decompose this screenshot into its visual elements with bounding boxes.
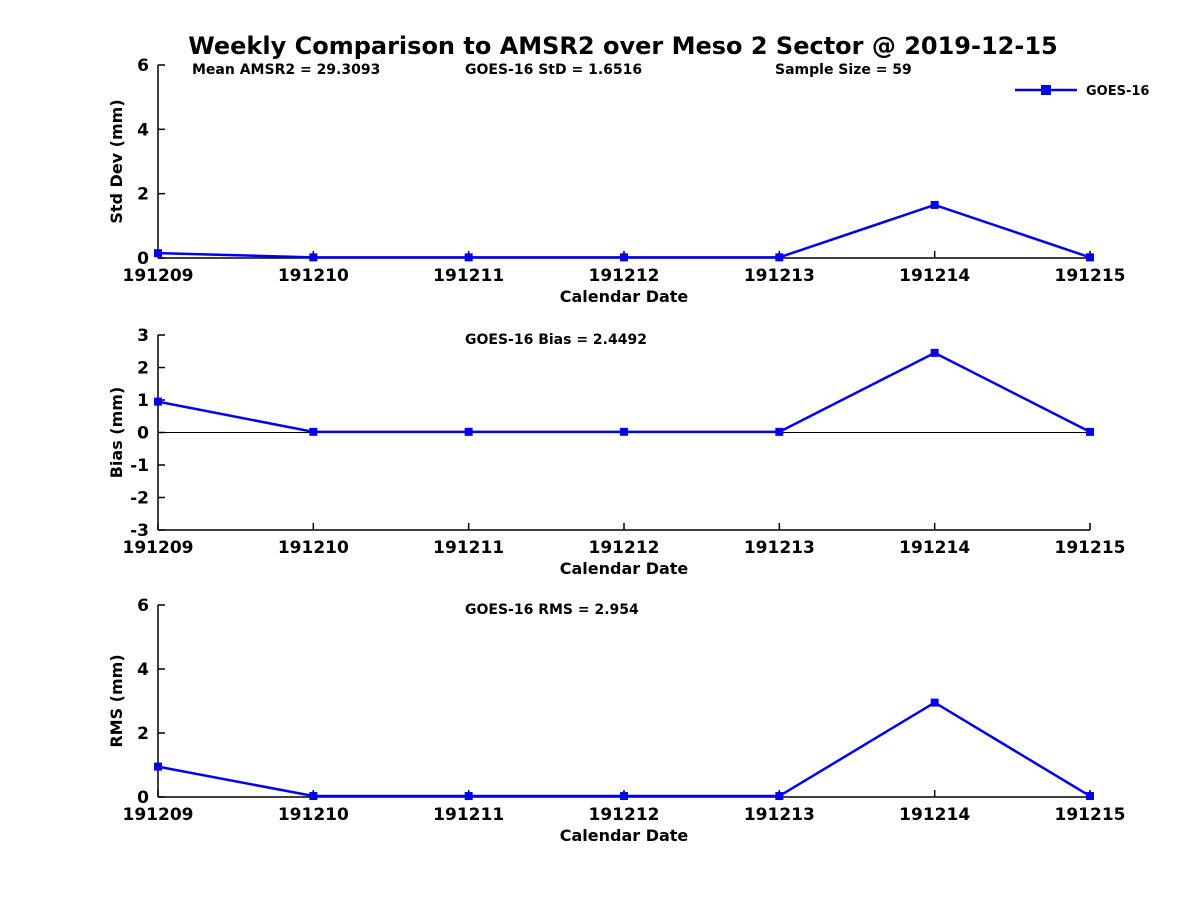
data-point-marker bbox=[620, 427, 628, 436]
data-point-marker bbox=[1086, 792, 1094, 801]
data-point-marker bbox=[1086, 253, 1094, 262]
y-tick-label: 3 bbox=[137, 326, 149, 346]
data-point-marker bbox=[309, 427, 318, 436]
x-tick-label: 191215 bbox=[1055, 538, 1126, 558]
subplot-rms-mm: 0 2 4 6 191209 191210 191211 191212 191213 191214… bbox=[123, 596, 1126, 825]
legend-square-marker-icon bbox=[1041, 85, 1051, 95]
legend: GOES-16 bbox=[1015, 84, 1149, 99]
x-tick-label: 191214 bbox=[899, 805, 970, 825]
data-point-marker bbox=[775, 792, 784, 801]
series-line-goes-16 bbox=[157, 701, 1091, 798]
x-tick-label: 191210 bbox=[278, 538, 349, 558]
x-tick-label: 191213 bbox=[744, 538, 815, 558]
xlabel-calendar-date-3: Calendar Date bbox=[560, 826, 689, 845]
y-tick-label: 4 bbox=[137, 660, 149, 680]
x-tick-label: 191212 bbox=[589, 538, 660, 558]
y-tick-label: 1 bbox=[137, 391, 149, 411]
data-point-marker bbox=[309, 253, 318, 262]
y-tick-label: 2 bbox=[137, 359, 149, 379]
y-tick-label: 4 bbox=[137, 120, 149, 140]
data-point-marker bbox=[620, 253, 628, 262]
data-point-marker bbox=[930, 698, 939, 707]
y-tick-label: -2 bbox=[130, 489, 149, 509]
data-point-marker bbox=[154, 249, 162, 258]
annotation-sample-size: Sample Size = 59 bbox=[775, 62, 912, 78]
annotation-goes16-bias: GOES-16 Bias = 2.4492 bbox=[465, 332, 647, 348]
annotation-mean-amsr2: Mean AMSR2 = 29.3093 bbox=[192, 62, 380, 78]
x-tick-label: 191209 bbox=[123, 538, 194, 558]
data-point-marker bbox=[1086, 427, 1094, 436]
subplot-bias-mm: -3 -2 -1 0 1 2 3 191209 191210 191211 191212 191213… bbox=[123, 326, 1126, 558]
data-point-marker bbox=[464, 792, 473, 801]
data-point-marker bbox=[154, 397, 162, 406]
x-tick-label: 191212 bbox=[589, 266, 660, 286]
y-tick-label: 2 bbox=[137, 724, 149, 744]
data-point-marker bbox=[309, 792, 318, 801]
x-tick-label: 191213 bbox=[744, 266, 815, 286]
x-tick-label: 191209 bbox=[123, 266, 194, 286]
chart-title: Weekly Comparison to AMSR2 over Meso 2 S… bbox=[188, 32, 1057, 60]
y-tick-label: -3 bbox=[130, 521, 149, 541]
data-point-marker bbox=[154, 762, 162, 771]
data-point-marker bbox=[775, 427, 784, 436]
y-tick-label: 0 bbox=[137, 788, 149, 808]
y-tick-label: 0 bbox=[137, 249, 149, 269]
data-point-marker bbox=[930, 200, 939, 209]
y-tick-label: 2 bbox=[137, 185, 149, 205]
x-tick-label: 191211 bbox=[433, 538, 504, 558]
data-point-marker bbox=[464, 427, 473, 436]
x-tick-label: 191214 bbox=[899, 266, 970, 286]
subplot-std-dev-mm: 0 2 4 6 191209 191210 191211 191212 191213 191214… bbox=[123, 56, 1126, 286]
series-line-goes-16 bbox=[157, 351, 1091, 434]
xlabel-calendar-date-2: Calendar Date bbox=[560, 559, 689, 578]
ylabel-rms: RMS (mm) bbox=[107, 654, 126, 747]
legend-label: GOES-16 bbox=[1086, 84, 1149, 99]
ylabel-std-dev: Std Dev (mm) bbox=[107, 99, 126, 223]
subplots-group: 0 2 4 6 191209 191210 191211 191212 191213 191214… bbox=[123, 56, 1126, 825]
data-point-marker bbox=[930, 348, 939, 357]
series-line-goes-16 bbox=[157, 203, 1091, 259]
x-tick-label: 191211 bbox=[433, 805, 504, 825]
x-tick-label: 191212 bbox=[589, 805, 660, 825]
x-tick-label: 191210 bbox=[278, 266, 349, 286]
ylabel-bias: Bias (mm) bbox=[107, 387, 126, 479]
y-tick-label: 6 bbox=[137, 56, 149, 76]
x-tick-label: 191215 bbox=[1055, 266, 1126, 286]
annotation-goes16-std: GOES-16 StD = 1.6516 bbox=[465, 62, 642, 78]
x-tick-label: 191215 bbox=[1055, 805, 1126, 825]
x-tick-label: 191214 bbox=[899, 538, 970, 558]
y-tick-label: -1 bbox=[130, 456, 149, 476]
x-tick-label: 191213 bbox=[744, 805, 815, 825]
data-point-marker bbox=[775, 253, 784, 262]
annotation-goes16-rms: GOES-16 RMS = 2.954 bbox=[465, 602, 639, 618]
data-point-marker bbox=[620, 792, 628, 801]
xlabel-calendar-date-1: Calendar Date bbox=[560, 287, 689, 306]
x-tick-label: 191210 bbox=[278, 805, 349, 825]
x-tick-label: 191211 bbox=[433, 266, 504, 286]
x-tick-label: 191209 bbox=[123, 805, 194, 825]
y-tick-label: 6 bbox=[137, 596, 149, 616]
y-tick-label: 0 bbox=[137, 424, 149, 444]
data-point-marker bbox=[464, 253, 473, 262]
